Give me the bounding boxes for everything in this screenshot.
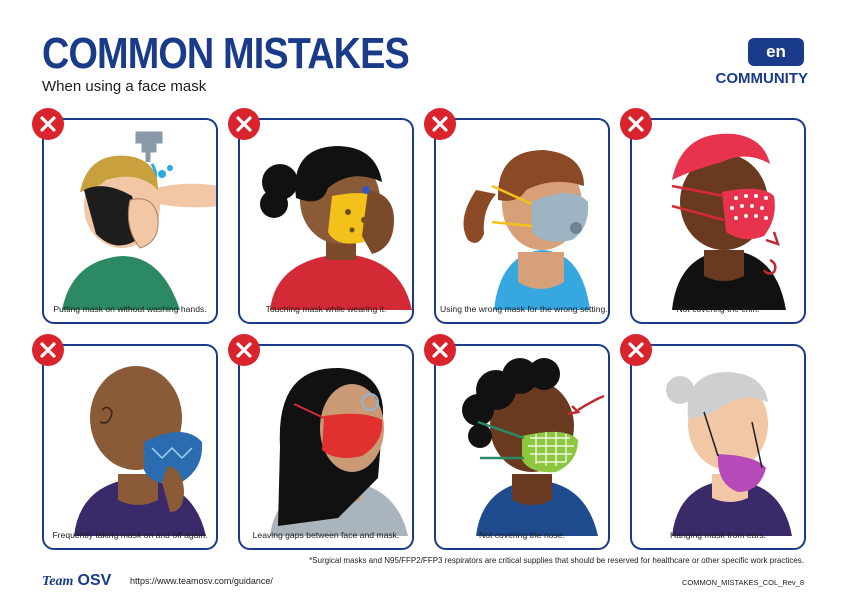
illustration-mask-gaps <box>270 367 408 536</box>
audience-label: COMMUNITY <box>715 70 809 87</box>
brand-osv: OSV <box>77 572 112 589</box>
page-title: COMMON MISTAKES <box>42 29 410 78</box>
mistake-card-7: Not covering the nose. <box>434 344 610 550</box>
brand-team: Team <box>42 574 74 589</box>
mistake-caption: Not covering the chin. <box>676 304 760 314</box>
mistake-caption: Using the wrong mask for the wrong setti… <box>440 304 610 314</box>
page-subtitle: When using a face mask <box>42 78 207 95</box>
close-x-icon <box>620 334 652 366</box>
mistake-caption: Not covering the nose. <box>479 530 565 540</box>
mistake-caption: Hanging mask from ears. <box>670 530 766 540</box>
mistake-card-2: Touching mask while wearing it. <box>238 118 414 324</box>
close-x-icon <box>32 108 64 140</box>
guidance-link[interactable]: https://www.teamosv.com/guidance/ <box>130 576 273 586</box>
illustration-hanging-mask <box>666 372 792 536</box>
mistake-card-8: Hanging mask from ears. <box>630 344 806 550</box>
language-badge: en <box>748 38 804 66</box>
mistake-caption: Putting mask on without washing hands. <box>53 304 207 314</box>
mistake-caption: Leaving gaps between face and mask. <box>252 530 400 540</box>
close-x-icon <box>424 334 456 366</box>
mistake-card-3: Using the wrong mask for the wrong setti… <box>434 118 610 324</box>
illustration-uncovered-nose <box>462 358 605 536</box>
brand-logo: Team OSV <box>42 572 111 590</box>
mistake-card-4: Not covering the chin. <box>630 118 806 324</box>
mistake-card-1: Putting mask on without washing hands. <box>42 118 218 324</box>
close-x-icon <box>228 334 260 366</box>
footnote: *Surgical masks and N95/FFP2/FFP3 respir… <box>309 556 804 565</box>
close-x-icon <box>424 108 456 140</box>
illustration-wrong-mask <box>463 150 590 310</box>
mistake-caption: Touching mask while wearing it. <box>265 304 387 314</box>
mistake-card-5: Frequently taking mask on and off again. <box>42 344 218 550</box>
close-x-icon <box>32 334 64 366</box>
illustration-uncovered-chin <box>671 133 786 310</box>
revision-code: COMMON_MISTAKES_COL_Rev_8 <box>682 578 804 587</box>
illustration-touching-mask <box>260 146 412 310</box>
mistake-caption: Frequently taking mask on and off again. <box>52 530 208 540</box>
mistake-card-6: Leaving gaps between face and mask. <box>238 344 414 550</box>
illustration-unwashed-hands <box>62 131 216 310</box>
close-x-icon <box>228 108 260 140</box>
close-x-icon <box>620 108 652 140</box>
illustration-mask-on-off <box>74 366 206 536</box>
